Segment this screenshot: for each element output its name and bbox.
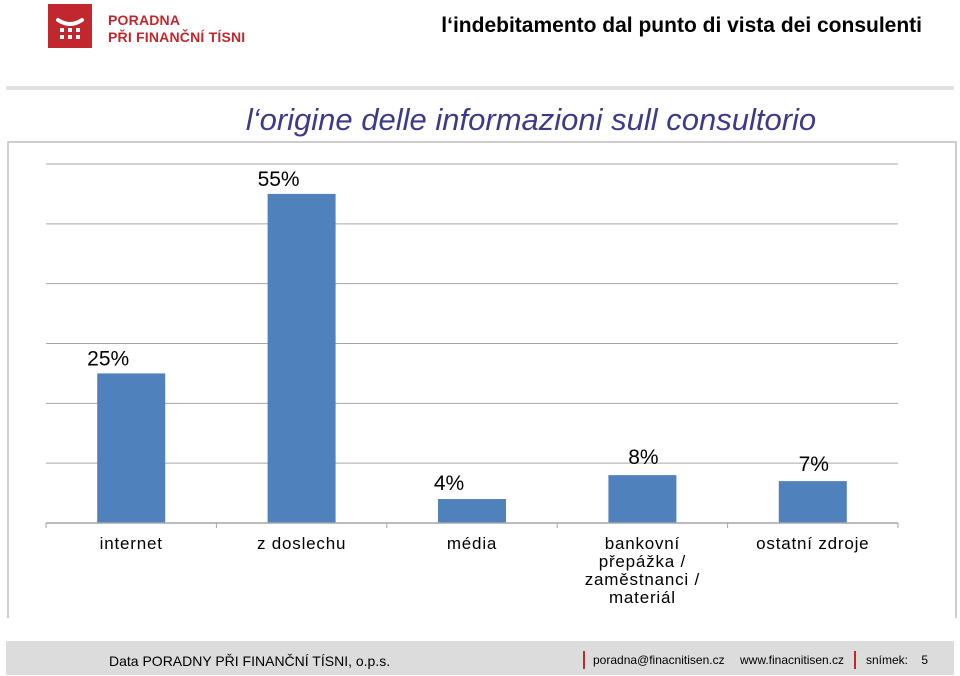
bar xyxy=(778,481,847,523)
data-label: 55% xyxy=(258,168,300,191)
footer-source: Data PORADNY PŘI FINANČNÍ TÍSNI, o.p.s. xyxy=(109,653,391,669)
data-label: 4% xyxy=(434,472,464,495)
data-label: 7% xyxy=(799,453,829,476)
category-label: ostatní zdroje xyxy=(756,534,869,553)
footer-website-link[interactable]: www.finacnitisen.cz xyxy=(740,653,845,667)
category-label: bankovní přepážka / zaměstnanci / materiál xyxy=(585,534,700,607)
bar xyxy=(608,475,677,523)
logo-line-1: PORADNA xyxy=(108,12,181,28)
slide-header: PORADNA PŘI FINANČNÍ TÍSNI l‘indebitamen… xyxy=(0,0,960,90)
plot-frame xyxy=(7,141,957,618)
logo-line-2: PŘI FINANČNÍ TÍSNI xyxy=(108,29,246,45)
category-label: média xyxy=(447,534,497,553)
slide-label: snímek: xyxy=(866,653,909,667)
bar xyxy=(267,193,336,523)
slide-footer: Data PORADNY PŘI FINANČNÍ TÍSNI, o.p.s. … xyxy=(6,641,954,675)
bar xyxy=(97,373,166,523)
footer-separator xyxy=(854,651,856,669)
footer-email-link[interactable]: poradna@finacnitisen.cz xyxy=(593,653,725,667)
slide-number: 5 xyxy=(921,653,929,667)
category-label: internet xyxy=(100,534,163,553)
bar xyxy=(438,499,506,523)
footer-slide-number: snímek: 5 xyxy=(866,653,928,667)
footer-separator xyxy=(583,651,585,669)
header-divider xyxy=(6,86,954,90)
page-title: l‘indebitamento dal punto di vista dei c… xyxy=(441,14,922,37)
chart-title: l‘origine delle informazioni sull consul… xyxy=(245,102,817,137)
bar-chart: 25% 55% 4% 8% 7% internet z doslechu média banko… xyxy=(7,141,957,618)
brand-logo: PORADNA PŘI FINANČNÍ TÍSNI xyxy=(48,4,248,50)
data-label: 25% xyxy=(87,347,129,370)
data-label: 8% xyxy=(628,446,658,469)
brand-logo-icon xyxy=(48,4,92,48)
category-label: z doslechu xyxy=(257,534,346,553)
